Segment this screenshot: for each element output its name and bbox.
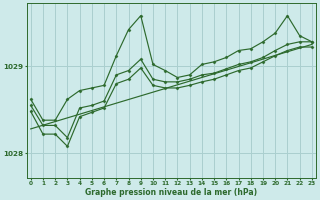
X-axis label: Graphe pression niveau de la mer (hPa): Graphe pression niveau de la mer (hPa) — [85, 188, 257, 197]
